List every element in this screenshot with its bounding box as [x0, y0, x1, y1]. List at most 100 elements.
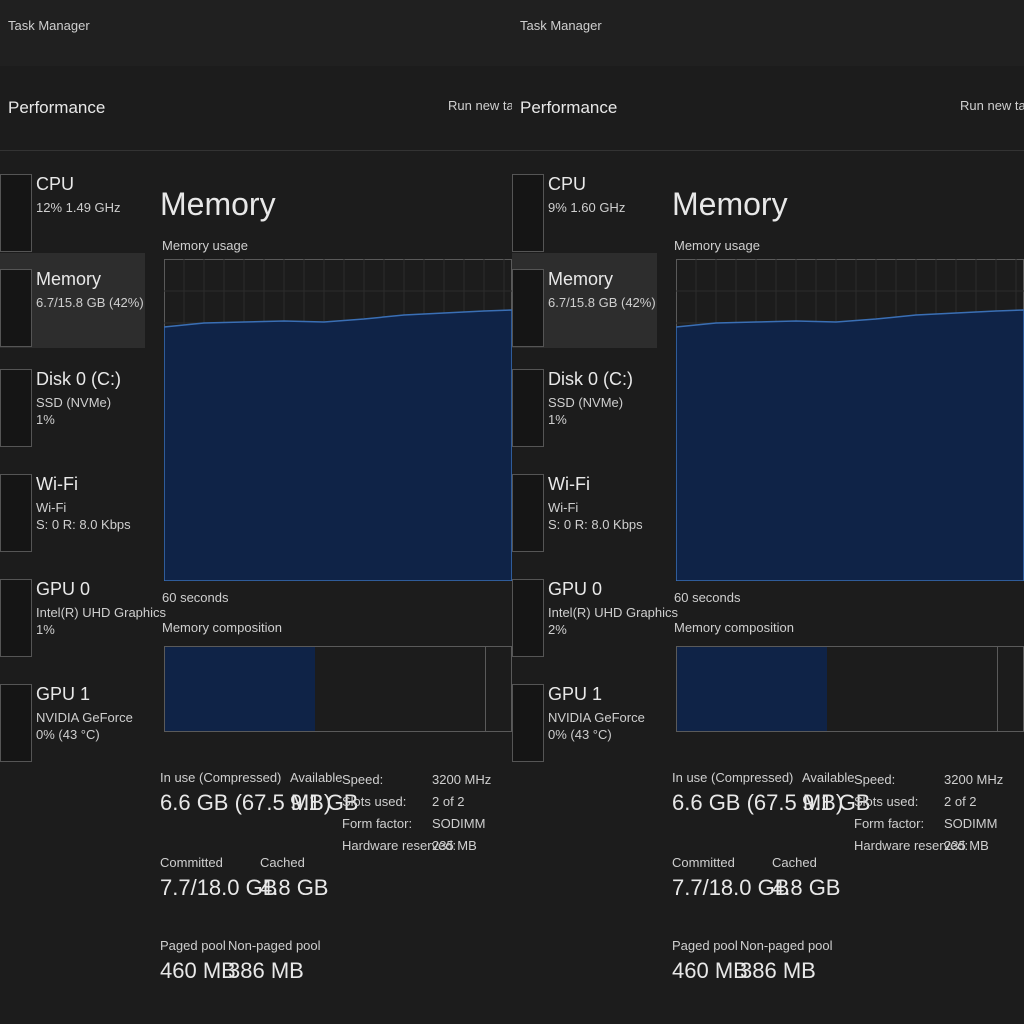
detail-value: SODIMM	[944, 816, 998, 831]
segment-divider	[485, 647, 486, 731]
composition-bar	[676, 646, 1024, 732]
thumbnail	[0, 369, 32, 447]
stat-label: Paged pool	[672, 938, 738, 953]
sidebar-item[interactable]: GPU 1 NVIDIA GeForce 0% (43 °C)	[512, 680, 657, 765]
item-detail: NVIDIA GeForce	[36, 710, 133, 725]
stat-label: Paged pool	[160, 938, 226, 953]
detail-value: 2 of 2	[432, 794, 465, 809]
divider	[0, 150, 512, 151]
item-detail: 1%	[36, 412, 55, 427]
item-name: Memory	[548, 269, 614, 289]
item-detail: S: 0 R: 8.0 Kbps	[36, 517, 131, 532]
stat-label: Committed	[160, 855, 223, 870]
item-detail: Intel(R) UHD Graphics	[36, 605, 167, 620]
item-name: GPU 1	[548, 684, 603, 704]
item-detail: Intel(R) UHD Graphics	[548, 605, 679, 620]
detail-label: Slots used:	[342, 794, 407, 809]
stat-label: Non-paged pool	[228, 938, 321, 953]
task-manager-window: Task Manager Performance Run new task CPU 12…	[0, 0, 512, 983]
item-detail: 6.7/15.8 GB (42%)	[36, 295, 144, 310]
item-name: GPU 0	[36, 579, 91, 599]
composition-bar	[164, 646, 512, 732]
thumbnail	[0, 579, 32, 657]
sidebar-item[interactable]: GPU 1 NVIDIA GeForce 0% (43 °C)	[0, 680, 145, 765]
sidebar-item[interactable]: Wi-Fi Wi-Fi S: 0 R: 8.0 Kbps	[512, 470, 657, 555]
item-name: CPU	[548, 174, 587, 194]
item-detail: S: 0 R: 8.0 Kbps	[548, 517, 643, 532]
sidebar-item[interactable]: Wi-Fi Wi-Fi S: 0 R: 8.0 Kbps	[0, 470, 145, 555]
item-detail: 0% (43 °C)	[36, 727, 100, 742]
sidebar-item[interactable]: Disk 0 (C:) SSD (NVMe) 1%	[0, 365, 145, 450]
item-detail: 0% (43 °C)	[548, 727, 612, 742]
stat-value: 386 MB	[740, 958, 816, 983]
stat-label: Committed	[672, 855, 735, 870]
page-title: Performance	[8, 98, 106, 117]
memory-graph	[676, 259, 1024, 581]
heading: Memory	[672, 186, 788, 222]
stat-value: 4.8 GB	[260, 875, 329, 900]
time-label: 60 seconds	[162, 590, 229, 605]
title-bar	[0, 0, 512, 66]
usage-label: Memory usage	[162, 238, 248, 253]
item-detail: Wi-Fi	[548, 500, 579, 515]
detail-value: 3200 MHz	[432, 772, 492, 787]
run-new-task-button[interactable]: Run new task	[448, 98, 512, 113]
thumbnail	[512, 369, 544, 447]
heading: Memory	[160, 186, 276, 222]
detail-label: Form factor:	[854, 816, 925, 831]
detail-value: 235 MB	[432, 838, 477, 853]
thumbnail	[512, 474, 544, 552]
stat-value: 4.8 GB	[772, 875, 841, 900]
stat-value: 7.7/18.0 GB	[160, 875, 278, 900]
thumbnail	[512, 269, 544, 347]
thumbnail	[512, 579, 544, 657]
item-detail: Wi-Fi	[36, 500, 67, 515]
stat-label: In use (Compressed)	[672, 770, 794, 785]
thumbnail	[0, 684, 32, 762]
composition-label: Memory composition	[162, 620, 282, 635]
sidebar-item[interactable]: Memory 6.7/15.8 GB (42%)	[512, 265, 657, 350]
thumbnail	[0, 269, 32, 347]
stat-value: 460 MB	[672, 958, 748, 983]
time-label: 60 seconds	[674, 590, 741, 605]
app-title: Task Manager	[8, 18, 90, 33]
stat-value: 6.6 GB (67.5 MB)	[160, 790, 332, 815]
stat-value: 9.1 GB	[802, 790, 871, 815]
detail-value: SODIMM	[432, 816, 486, 831]
stat-label: In use (Compressed)	[160, 770, 282, 785]
thumbnail	[512, 174, 544, 252]
graph-shape	[676, 309, 1024, 581]
item-detail: SSD (NVMe)	[36, 395, 112, 410]
detail-label: Hardware reserved:	[342, 838, 457, 853]
detail-label: Hardware reserved:	[854, 838, 969, 853]
item-name: Wi-Fi	[36, 474, 78, 494]
stat-value: 386 MB	[228, 958, 304, 983]
sidebar-item[interactable]: GPU 0 Intel(R) UHD Graphics 2%	[512, 575, 678, 660]
stat-value: 9.1 GB	[290, 790, 359, 815]
segment-divider	[997, 647, 998, 731]
sidebar-item[interactable]: CPU 9% 1.60 GHz	[512, 170, 657, 255]
detail-value: 235 MB	[944, 838, 989, 853]
task-manager-window: Task Manager Performance Run new task CPU 9%…	[512, 0, 1024, 1024]
memory-graph	[164, 259, 512, 581]
item-detail: 1%	[36, 622, 55, 637]
sidebar-item[interactable]: GPU 0 Intel(R) UHD Graphics 1%	[0, 575, 166, 660]
app-title: Task Manager	[520, 18, 602, 33]
sidebar-item[interactable]: Memory 6.7/15.8 GB (42%)	[0, 265, 145, 350]
stat-label: Cached	[260, 855, 305, 870]
detail-label: Speed:	[342, 772, 384, 787]
item-name: CPU	[36, 174, 75, 194]
run-new-task-button[interactable]: Run new task	[960, 98, 1024, 113]
sidebar-item[interactable]: Disk 0 (C:) SSD (NVMe) 1%	[512, 365, 657, 450]
item-name: Wi-Fi	[548, 474, 590, 494]
sidebar-item[interactable]: CPU 12% 1.49 GHz	[0, 170, 145, 255]
item-detail: NVIDIA GeForce	[548, 710, 645, 725]
detail-value: 2 of 2	[944, 794, 977, 809]
detail-label: Form factor:	[342, 816, 413, 831]
usage-label: Memory usage	[674, 238, 760, 253]
item-detail: 6.7/15.8 GB (42%)	[548, 295, 656, 310]
item-name: Disk 0 (C:)	[36, 369, 121, 389]
item-detail: 1%	[548, 412, 567, 427]
stat-label: Available	[802, 770, 855, 785]
